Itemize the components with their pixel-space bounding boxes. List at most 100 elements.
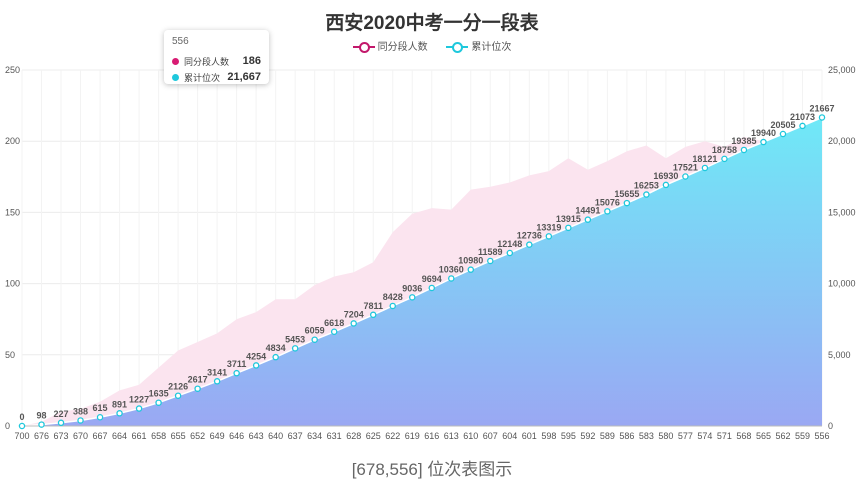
y-left-tick-label: 50 (5, 350, 15, 360)
data-label: 15655 (614, 189, 639, 199)
dot-icon (172, 73, 179, 81)
y-left-tick-label: 200 (5, 136, 20, 146)
data-label: 16253 (634, 181, 659, 191)
x-tick-label: 658 (151, 431, 166, 441)
x-tick-label: 571 (717, 431, 732, 441)
data-label: 16930 (653, 171, 678, 181)
cumulative-point (174, 392, 182, 399)
data-marks: 0 98 227 388 615 891 1227163521262617314137114… (18, 103, 835, 430)
y-left-tick-label: 100 (5, 279, 20, 289)
cumulative-point (18, 422, 26, 430)
data-label: 18121 (692, 154, 717, 164)
cumulative-point (506, 249, 514, 257)
x-tick-label: 700 (14, 431, 29, 441)
legend-item-rank[interactable]: 累计位次 (446, 38, 512, 54)
cumulative-point (408, 294, 416, 301)
data-label: 17521 (673, 163, 698, 173)
data-label: 21667 (809, 103, 834, 113)
y-right-tick-label: 0 (828, 421, 833, 431)
cumulative-line (21, 116, 823, 427)
legend-item-count[interactable]: 同分段人数 (352, 38, 428, 54)
x-tick-label: 667 (93, 431, 108, 441)
data-label: 19385 (731, 136, 756, 146)
data-label: 6618 (324, 318, 344, 328)
data-label: 388 (73, 406, 88, 416)
legend-label-rank: 累计位次 (471, 42, 512, 53)
cumulative-point (428, 284, 436, 292)
cumulative-area (22, 117, 822, 426)
x-tick-label: 619 (405, 431, 420, 441)
cumulative-point (584, 216, 592, 223)
data-label: 1227 (129, 395, 149, 405)
data-label: 10360 (439, 264, 464, 274)
cumulative-point (740, 146, 748, 154)
tooltip-row-rank: 累计位次 21,667 (172, 69, 261, 85)
data-label: 98 (37, 411, 47, 421)
cumulative-point (448, 275, 455, 282)
x-tick-label: 598 (541, 431, 556, 441)
x-tick-label: 613 (444, 431, 459, 441)
data-label: 2126 (168, 382, 188, 392)
x-tick-label: 601 (522, 431, 537, 441)
x-tick-label: 631 (327, 431, 342, 441)
cumulative-point (682, 173, 689, 180)
tooltip-row-value: 186 (242, 55, 261, 67)
cumulative-point (565, 224, 572, 232)
y-right-tick-label: 5,000 (828, 350, 851, 360)
y-right-tick-label: 25,000 (828, 65, 856, 75)
x-tick-label: 604 (502, 431, 517, 441)
cumulative-point (662, 181, 670, 189)
cumulative-point (369, 311, 377, 319)
x-tick-label: 616 (424, 431, 439, 441)
cumulative-point (818, 114, 826, 121)
x-tick-label: 628 (346, 431, 361, 441)
y-left-tick-label: 0 (5, 421, 10, 431)
x-tick-label: 670 (73, 431, 88, 441)
x-tick-label: 589 (600, 431, 615, 441)
cumulative-point (799, 122, 806, 130)
data-label: 1635 (149, 389, 169, 399)
data-label: 6059 (305, 326, 325, 336)
data-label: 13319 (536, 222, 561, 232)
x-tick-label: 622 (385, 431, 400, 441)
cumulative-point (526, 241, 533, 248)
x-tick-label: 646 (229, 431, 244, 441)
x-tick-label: 562 (775, 431, 790, 441)
cumulative-point (194, 385, 201, 392)
tooltip-row-name: 累计位次 (184, 72, 221, 83)
data-label: 8428 (383, 292, 403, 302)
x-tick-label: 595 (561, 431, 576, 441)
cumulative-point (623, 199, 631, 207)
data-label: 9694 (422, 274, 442, 284)
y-right-tick-label: 15,000 (828, 207, 856, 217)
y-left-tick-label: 250 (5, 65, 20, 75)
data-label: 14491 (575, 206, 600, 216)
x-tick-label: 610 (463, 431, 478, 441)
x-tick-label: 574 (697, 431, 712, 441)
data-label: 19940 (751, 128, 776, 138)
cumulative-point (487, 257, 494, 265)
data-label: 4834 (266, 343, 286, 353)
cumulative-point (721, 155, 728, 163)
data-label: 12148 (497, 239, 522, 249)
tooltip: 556 同分段人数 186 累计位次 21,667 (164, 30, 269, 84)
x-tick-label: 673 (54, 431, 69, 441)
cumulative-point (252, 362, 260, 369)
data-label: 7204 (344, 309, 364, 319)
x-tick-label: 586 (619, 431, 634, 441)
cumulative-point (96, 413, 104, 421)
cumulative-point (643, 191, 650, 198)
x-tick-label: 583 (639, 431, 654, 441)
cumulative-point (155, 399, 162, 406)
data-label: 11589 (478, 247, 503, 257)
cumulative-point (701, 164, 709, 172)
data-label: 5453 (285, 334, 305, 344)
data-label: 891 (112, 399, 127, 409)
x-tick-label: 592 (580, 431, 595, 441)
chart-legend: 同分段人数 累计位次 (0, 38, 864, 54)
data-label: 0 (19, 412, 24, 422)
data-label: 12736 (517, 231, 542, 241)
cumulative-point (233, 369, 240, 377)
x-tick-label: 643 (249, 431, 264, 441)
x-tick-label: 625 (366, 431, 381, 441)
